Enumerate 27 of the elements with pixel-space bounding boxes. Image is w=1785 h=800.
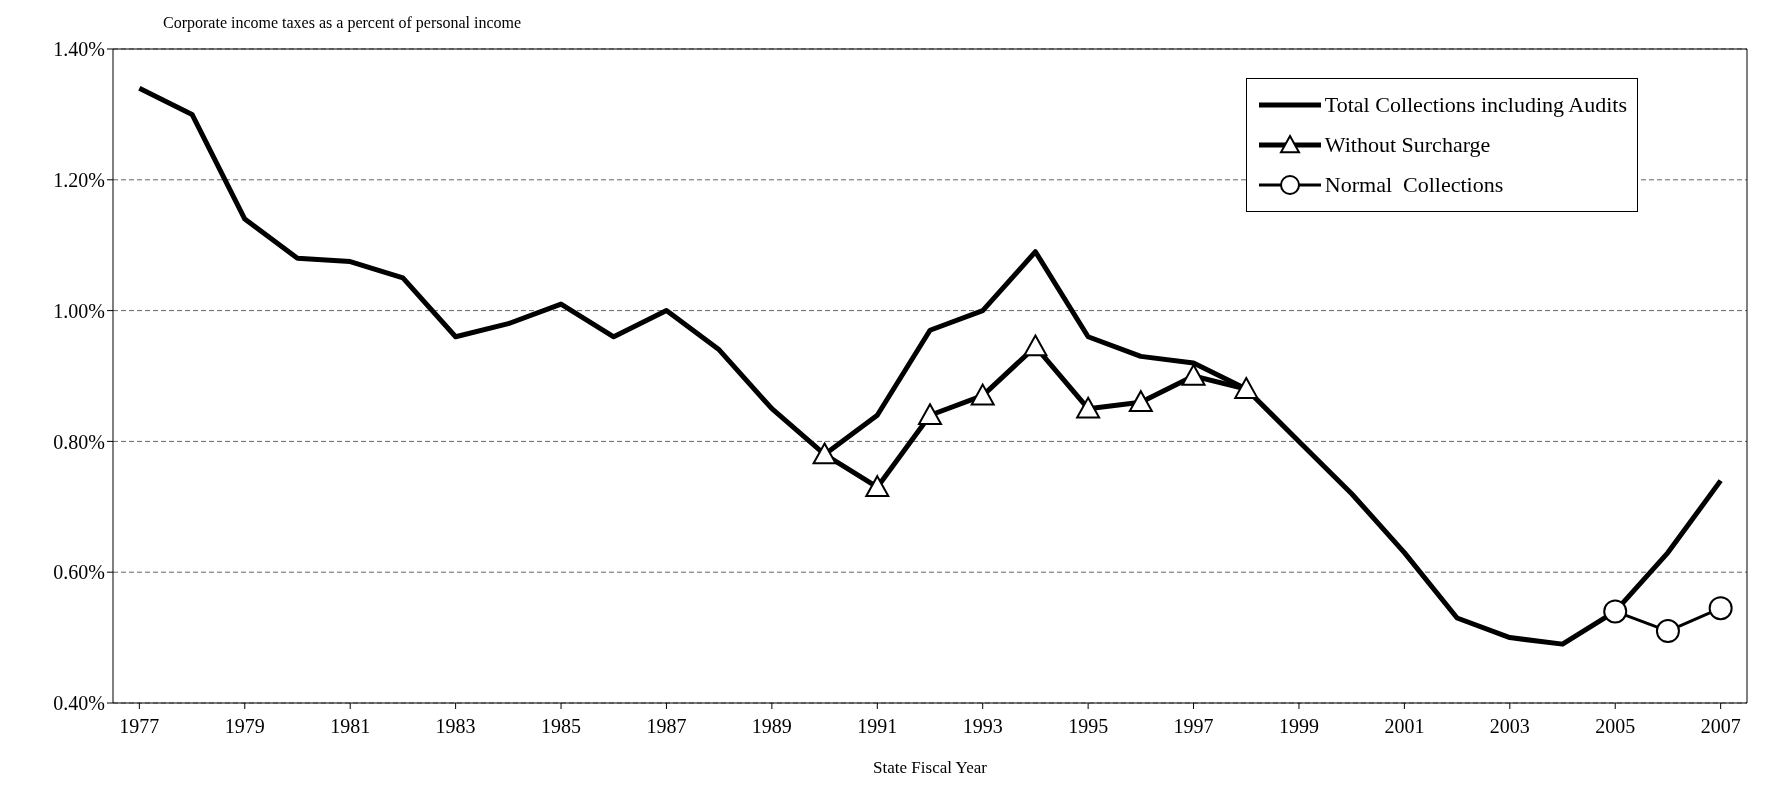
x-tick-label: 1987	[646, 715, 687, 738]
y-tick-label: 0.40%	[53, 692, 105, 715]
x-tick-label: 1983	[435, 715, 476, 738]
x-tick-label: 1997	[1173, 715, 1214, 738]
legend-label: Without Surcharge	[1324, 132, 1491, 158]
x-axis-title: State Fiscal Year	[873, 758, 988, 777]
y-tick-label: 1.40%	[53, 38, 105, 61]
chart-title: Corporate income taxes as a percent of personal income	[163, 14, 522, 32]
y-tick-label: 0.60%	[53, 561, 105, 584]
x-tick-label: 1981	[330, 715, 371, 738]
x-tick-label: 1979	[224, 715, 265, 738]
x-tick-label: 2005	[1595, 715, 1636, 738]
x-tick-label: 2007	[1700, 715, 1741, 738]
x-tick-label: 2003	[1489, 715, 1530, 738]
y-tick-label: 0.80%	[53, 430, 105, 453]
y-tick-label: 1.00%	[53, 299, 105, 322]
x-tick-label: 2001	[1384, 715, 1425, 738]
y-tick-label: 1.20%	[53, 168, 105, 191]
legend-label: Total Collections including Audits	[1324, 92, 1627, 118]
x-tick-label: 1993	[962, 715, 1003, 738]
x-tick-label: 1991	[857, 715, 898, 738]
x-tick-label: 1977	[119, 715, 160, 738]
x-tick-label: 1989	[751, 715, 792, 738]
x-tick-label: 1999	[1278, 715, 1319, 738]
legend-label: Normal Collections	[1324, 172, 1504, 198]
x-tick-label: 1985	[541, 715, 582, 738]
x-tick-label: 1995	[1068, 715, 1109, 738]
